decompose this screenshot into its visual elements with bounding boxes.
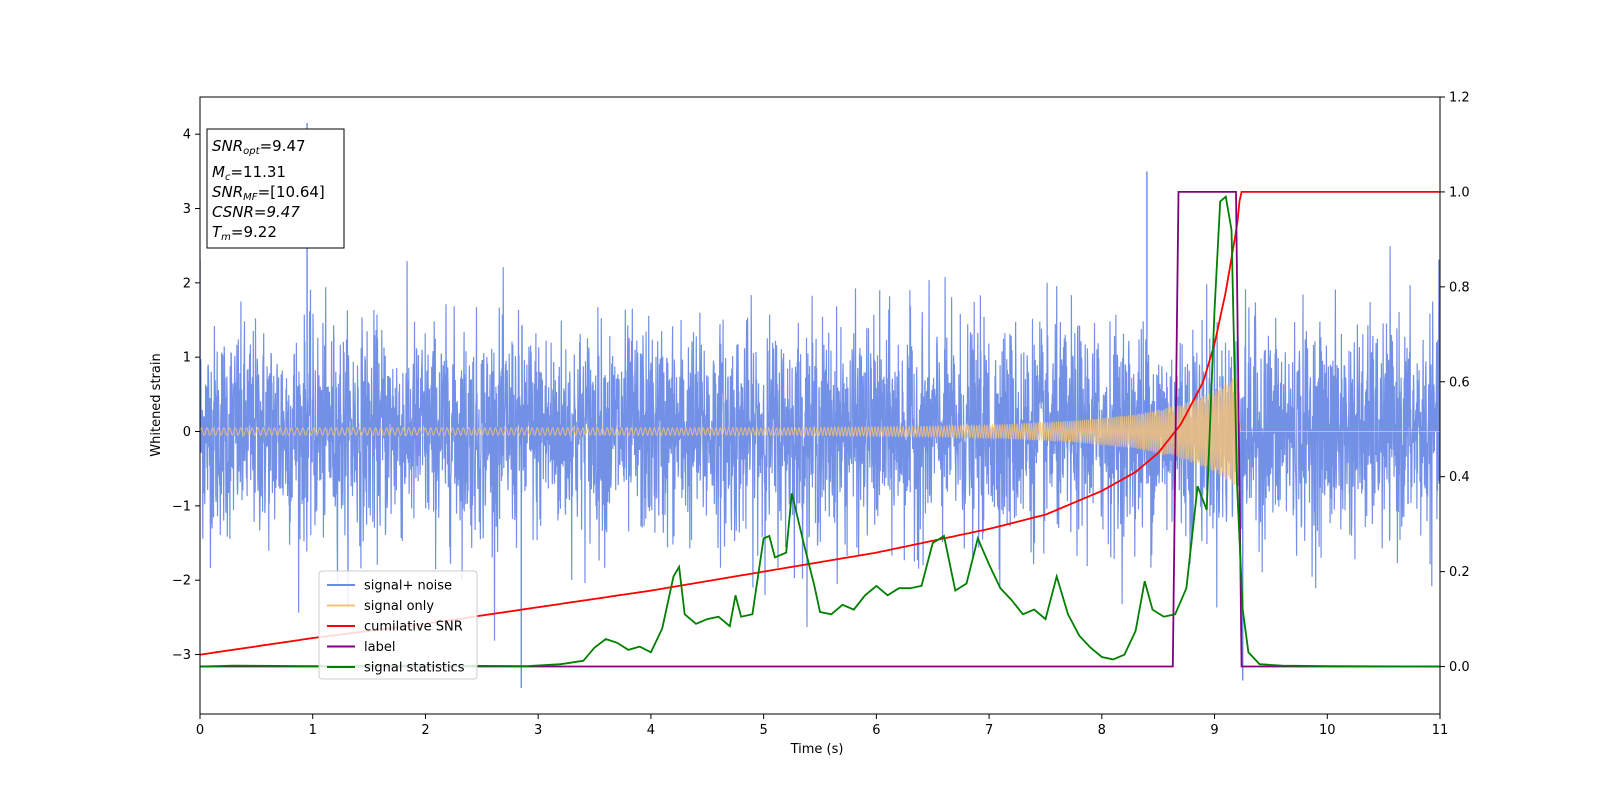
- y-tick-label: 4: [183, 128, 191, 143]
- series-signal-only-line: [200, 378, 1440, 486]
- x-axis-label: Time (s): [790, 742, 844, 757]
- legend-label: cumilative SNR: [364, 620, 463, 635]
- plot-frame: [199, 96, 1441, 715]
- x-tick-label: 0: [196, 723, 204, 738]
- y-tick-label: −1: [172, 499, 191, 514]
- annotation-mc: Mc=11.31: [212, 163, 286, 183]
- y2-tick-label: 0.0: [1449, 660, 1470, 675]
- legend-frame: [318, 570, 478, 680]
- annotation-snr-opt: SNRopt=9.47: [212, 137, 306, 157]
- x-tick-label: 8: [1098, 723, 1106, 738]
- y-axis-label: Whitened strain: [149, 353, 164, 456]
- y2-tick-label: 0.8: [1449, 280, 1470, 295]
- x-tick-label: 10: [1319, 723, 1336, 738]
- y-tick-label: 2: [183, 276, 191, 291]
- legend-label: label: [364, 640, 395, 655]
- legend-label: signal only: [364, 599, 434, 614]
- axes-layer: 0 1 2 3 4 5 6 7 8 9 10 11 −3 −2 −1 0 1 2 3 4 0.0 0.2 0.4 0.6 0.8…: [172, 91, 1470, 739]
- y-tick-label: 0: [183, 425, 191, 440]
- y2-tick-label: 1.0: [1449, 185, 1470, 200]
- series-signal-statistics-line: [200, 195, 1440, 668]
- annotation-csnr: CSNR=9.47: [212, 203, 300, 221]
- y2-tick-label: 0.2: [1449, 565, 1470, 580]
- x-tick-label: 1: [309, 723, 317, 738]
- y2-tick-label: 0.4: [1449, 470, 1470, 485]
- y2-tick-label: 1.2: [1449, 91, 1470, 106]
- y2-tick-label: 0.6: [1449, 375, 1470, 390]
- y-tick-label: −2: [172, 574, 191, 589]
- x-tick-label: 3: [534, 723, 542, 738]
- series-label-line: [200, 191, 1440, 668]
- y-tick-label: −3: [172, 648, 191, 663]
- x-tick-label: 11: [1432, 723, 1449, 738]
- y-tick-label: 3: [183, 202, 191, 217]
- legend-label: signal+ noise: [364, 579, 452, 594]
- x-tick-label: 5: [759, 723, 767, 738]
- y-tick-label: 1: [183, 351, 191, 366]
- annotation-tm: Tm=9.22: [212, 223, 277, 243]
- x-tick-label: 2: [421, 723, 429, 738]
- annotation-box: SNRopt=9.47 Mc=11.31 SNRMF=[10.64] CSNR=…: [206, 128, 345, 249]
- legend: signal+ noise signal only cumilative SNR la…: [318, 570, 478, 680]
- annotation-snr-mf: SNRMF=[10.64]: [212, 183, 325, 203]
- annotation-frame: [206, 128, 345, 249]
- legend-label: signal statistics: [364, 661, 465, 676]
- x-tick-label: 4: [647, 723, 655, 738]
- x-tick-label: 7: [985, 723, 993, 738]
- x-tick-label: 9: [1210, 723, 1218, 738]
- x-tick-label: 6: [872, 723, 880, 738]
